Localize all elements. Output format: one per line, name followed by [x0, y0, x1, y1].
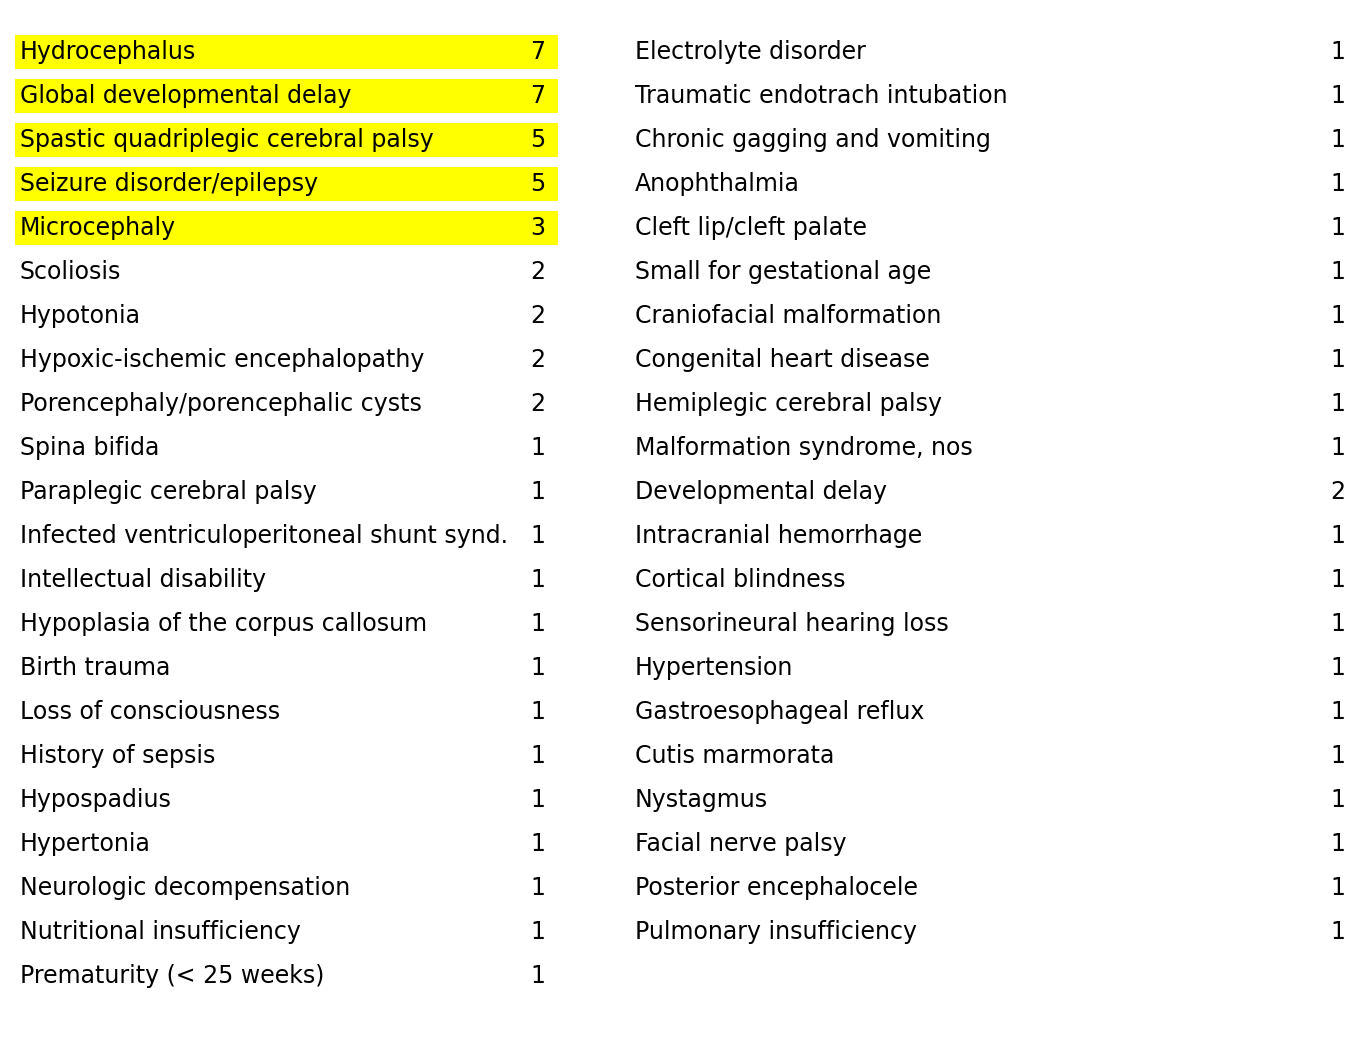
Text: Seizure disorder/epilepsy: Seizure disorder/epilepsy [21, 172, 318, 196]
Text: 1: 1 [1330, 304, 1345, 328]
Text: Hypoplasia of the corpus callosum: Hypoplasia of the corpus callosum [21, 612, 427, 636]
Text: 1: 1 [1330, 172, 1345, 196]
Text: 1: 1 [1330, 876, 1345, 900]
Text: Spastic quadriplegic cerebral palsy: Spastic quadriplegic cerebral palsy [21, 128, 434, 152]
Text: Nystagmus: Nystagmus [636, 788, 769, 812]
Text: 2: 2 [530, 392, 545, 416]
Text: Sensorineural hearing loss: Sensorineural hearing loss [636, 612, 949, 636]
Text: Facial nerve palsy: Facial nerve palsy [636, 832, 847, 856]
Text: 1: 1 [530, 744, 545, 768]
Text: 1: 1 [530, 964, 545, 988]
Bar [15, 211, 558, 245]
Text: Developmental delay: Developmental delay [636, 480, 886, 504]
Text: Scoliosis: Scoliosis [21, 260, 122, 284]
Text: Infected ventriculoperitoneal shunt synd.: Infected ventriculoperitoneal shunt synd… [21, 524, 508, 548]
Text: 1: 1 [1330, 744, 1345, 768]
Bar [15, 35, 558, 69]
Text: Porencephaly/porencephalic cysts: Porencephaly/porencephalic cysts [21, 392, 422, 416]
Text: 1: 1 [1330, 656, 1345, 680]
Text: Nutritional insufficiency: Nutritional insufficiency [21, 920, 301, 944]
Text: 2: 2 [530, 260, 545, 284]
Text: Hypertonia: Hypertonia [21, 832, 151, 856]
Text: Birth trauma: Birth trauma [21, 656, 170, 680]
Text: 1: 1 [1330, 832, 1345, 856]
Text: History of sepsis: History of sepsis [21, 744, 215, 768]
Text: 5: 5 [530, 128, 545, 152]
Text: 1: 1 [1330, 128, 1345, 152]
Text: 1: 1 [1330, 700, 1345, 724]
Text: Cortical blindness: Cortical blindness [636, 568, 845, 592]
Text: 2: 2 [530, 304, 545, 328]
Text: Microcephaly: Microcephaly [21, 216, 177, 240]
Text: 1: 1 [530, 920, 545, 944]
Text: 1: 1 [530, 524, 545, 548]
Text: 1: 1 [1330, 392, 1345, 416]
Text: Hemiplegic cerebral palsy: Hemiplegic cerebral palsy [636, 392, 943, 416]
Text: 1: 1 [1330, 260, 1345, 284]
Text: Intracranial hemorrhage: Intracranial hemorrhage [636, 524, 922, 548]
Text: Anophthalmia: Anophthalmia [636, 172, 800, 196]
Text: 1: 1 [1330, 920, 1345, 944]
Text: 1: 1 [530, 788, 545, 812]
Text: 1: 1 [530, 436, 545, 460]
Bar [15, 167, 558, 201]
Text: 1: 1 [530, 700, 545, 724]
Text: Malformation syndrome, nos: Malformation syndrome, nos [636, 436, 973, 460]
Text: 1: 1 [530, 876, 545, 900]
Text: Global developmental delay: Global developmental delay [21, 84, 352, 108]
Text: Small for gestational age: Small for gestational age [636, 260, 932, 284]
Text: Hypoxic-ischemic encephalopathy: Hypoxic-ischemic encephalopathy [21, 348, 425, 372]
Text: 1: 1 [1330, 568, 1345, 592]
Text: 2: 2 [1330, 480, 1345, 504]
Text: 1: 1 [530, 656, 545, 680]
Bar [15, 79, 558, 113]
Text: Posterior encephalocele: Posterior encephalocele [636, 876, 918, 900]
Text: 7: 7 [530, 84, 545, 108]
Text: Traumatic endotrach intubation: Traumatic endotrach intubation [636, 84, 1007, 108]
Text: Craniofacial malformation: Craniofacial malformation [636, 304, 941, 328]
Text: 1: 1 [1330, 524, 1345, 548]
Text: Hypertension: Hypertension [636, 656, 793, 680]
Bar [15, 123, 558, 157]
Text: 1: 1 [530, 832, 545, 856]
Text: 7: 7 [530, 40, 545, 64]
Text: Prematurity (< 25 weeks): Prematurity (< 25 weeks) [21, 964, 325, 988]
Text: 1: 1 [1330, 40, 1345, 64]
Text: 1: 1 [1330, 436, 1345, 460]
Text: Electrolyte disorder: Electrolyte disorder [636, 40, 866, 64]
Text: 1: 1 [1330, 612, 1345, 636]
Text: 3: 3 [530, 216, 545, 240]
Text: 1: 1 [1330, 788, 1345, 812]
Text: 5: 5 [530, 172, 545, 196]
Text: Gastroesophageal reflux: Gastroesophageal reflux [636, 700, 925, 724]
Text: Hypotonia: Hypotonia [21, 304, 141, 328]
Text: Loss of consciousness: Loss of consciousness [21, 700, 279, 724]
Text: Cutis marmorata: Cutis marmorata [636, 744, 834, 768]
Text: Cleft lip/cleft palate: Cleft lip/cleft palate [636, 216, 867, 240]
Text: 1: 1 [1330, 216, 1345, 240]
Text: 1: 1 [530, 568, 545, 592]
Text: Paraplegic cerebral palsy: Paraplegic cerebral palsy [21, 480, 316, 504]
Text: Hypospadius: Hypospadius [21, 788, 171, 812]
Text: Intellectual disability: Intellectual disability [21, 568, 266, 592]
Text: Neurologic decompensation: Neurologic decompensation [21, 876, 351, 900]
Text: Hydrocephalus: Hydrocephalus [21, 40, 196, 64]
Text: Pulmonary insufficiency: Pulmonary insufficiency [636, 920, 917, 944]
Text: 1: 1 [1330, 348, 1345, 372]
Text: 1: 1 [530, 480, 545, 504]
Text: Chronic gagging and vomiting: Chronic gagging and vomiting [636, 128, 991, 152]
Text: 1: 1 [530, 612, 545, 636]
Text: 2: 2 [530, 348, 545, 372]
Text: 1: 1 [1330, 84, 1345, 108]
Text: Congenital heart disease: Congenital heart disease [636, 348, 930, 372]
Text: Spina bifida: Spina bifida [21, 436, 159, 460]
